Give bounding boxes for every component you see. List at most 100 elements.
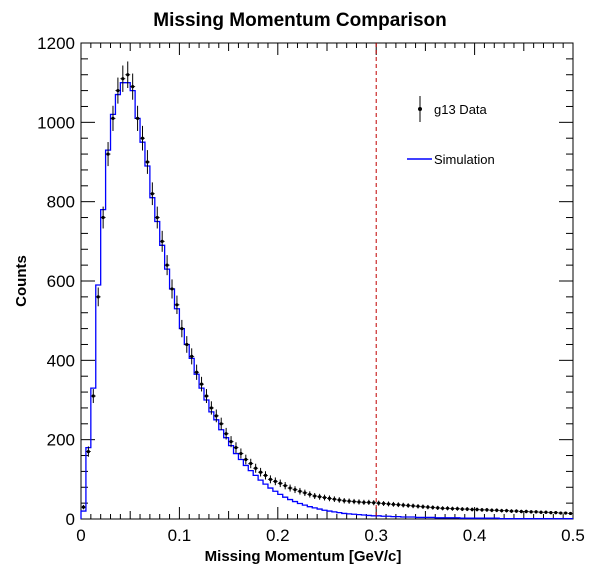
data-point: [278, 481, 282, 485]
data-point: [185, 342, 189, 347]
data-point: [554, 511, 558, 515]
x-tick-label: 0.1: [168, 526, 192, 545]
data-point: [258, 470, 263, 474]
x-axis-label: Missing Momentum [GeV/c]: [205, 548, 402, 565]
data-point: [303, 491, 307, 495]
data-point: [406, 503, 410, 508]
data-point: [313, 494, 317, 498]
data-point: [322, 495, 327, 500]
data-point: [514, 509, 519, 513]
simulation-layer: [80, 82, 573, 520]
data-point: [436, 506, 440, 510]
data-point: [121, 77, 125, 81]
data-point: [401, 503, 405, 507]
data-point: [455, 507, 459, 511]
data-point: [175, 303, 179, 307]
data-point: [86, 449, 90, 454]
axis-ticks: [80, 42, 574, 520]
data-point: [204, 394, 209, 398]
data-point: [126, 73, 130, 77]
data-point: [519, 509, 523, 514]
data-point: [372, 501, 376, 505]
data-point: [396, 503, 400, 507]
data-point: [465, 507, 469, 511]
x-tick-label: 0.5: [561, 526, 585, 545]
data-point: [411, 504, 415, 508]
data-point: [509, 509, 514, 513]
data-point: [254, 466, 258, 470]
data-point: [504, 509, 509, 513]
data-point: [495, 508, 499, 512]
data-point: [180, 327, 184, 331]
data-point: [131, 85, 135, 89]
data-point: [140, 136, 145, 140]
data-point: [559, 511, 563, 515]
data-point: [352, 499, 356, 504]
data-point: [273, 479, 277, 483]
data-point: [283, 484, 287, 488]
data-point: [209, 406, 213, 410]
axis-tick-labels: 0 0.1 0.2 0.3 0.4 0.5 0 200 400 600 800 1000 1200: [37, 34, 585, 545]
data-point: [485, 508, 489, 512]
y-tick-label: 400: [47, 351, 75, 370]
y-tick-label: 600: [47, 272, 75, 291]
y-tick-label: 800: [47, 193, 75, 212]
data-point: [160, 239, 164, 243]
data-point: [357, 500, 361, 504]
data-point: [155, 215, 159, 220]
x-tick-label: 0: [76, 526, 85, 545]
data-point: [268, 477, 273, 481]
data-point: [500, 509, 504, 513]
data-point: [135, 116, 140, 120]
data-point: [362, 500, 366, 504]
data-point: [234, 446, 238, 450]
data-point: [367, 500, 371, 504]
data-point: [165, 263, 169, 267]
data-point: [480, 508, 484, 512]
data-point: [190, 354, 194, 358]
data-point: [524, 509, 528, 514]
x-tick-label: 0.3: [364, 526, 388, 545]
data-point: [150, 192, 154, 196]
data-point: [470, 507, 474, 512]
data-layer: [81, 61, 573, 516]
x-tick-label: 0.4: [463, 526, 487, 545]
legend: g13 Data Simulation: [407, 96, 495, 167]
x-tick-label: 0.2: [266, 526, 290, 545]
data-point: [342, 499, 346, 503]
data-point: [145, 160, 150, 164]
data-point: [529, 510, 533, 514]
data-point: [327, 496, 332, 500]
data-point: [332, 497, 336, 501]
data-point: [288, 486, 292, 490]
plot-area: 0 0.1 0.2 0.3 0.4 0.5 0 200 400 600 800 1000 1200: [37, 34, 585, 545]
data-point: [293, 488, 297, 492]
data-point: [337, 498, 341, 502]
data-point: [81, 505, 86, 509]
data-point: [431, 505, 435, 510]
data-point: [244, 457, 248, 462]
y-tick-label: 0: [66, 510, 75, 529]
data-point: [101, 215, 105, 220]
data-point: [377, 501, 381, 505]
data-point: [224, 432, 228, 436]
data-point: [199, 382, 204, 386]
y-tick-label: 1000: [37, 113, 75, 132]
data-point: [116, 89, 120, 93]
y-tick-label: 200: [47, 431, 75, 450]
data-point: [445, 506, 450, 510]
data-point: [534, 510, 538, 514]
data-point: [544, 510, 548, 514]
y-tick-label: 1200: [37, 34, 75, 53]
data-point: [539, 510, 543, 514]
data-point: [441, 506, 445, 510]
data-point: [263, 473, 268, 477]
data-point: [391, 502, 396, 506]
data-point: [308, 492, 312, 497]
data-point: [219, 422, 223, 426]
data-point: [111, 116, 115, 120]
data-point: [426, 505, 430, 509]
data-point: [195, 370, 199, 374]
data-point: [239, 451, 243, 456]
